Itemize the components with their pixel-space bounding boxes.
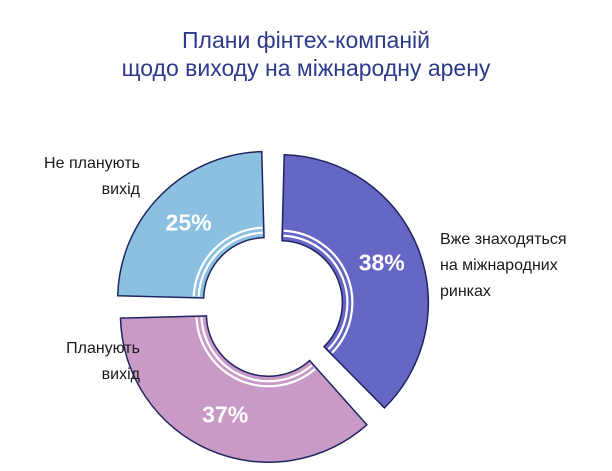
slice-inner-ring: [283, 234, 349, 351]
slice-category-label-line: Вже знаходяться: [440, 231, 566, 248]
slice-category-label-line: вихід: [102, 181, 141, 198]
slice-category-label-line: Не планують: [44, 155, 140, 172]
donut-slice: [119, 315, 368, 464]
slice-inner-ring: [197, 231, 263, 297]
slice-category-label: Вже знаходяться на міжнародних ринках: [440, 231, 566, 300]
slice-value-label: 25%: [166, 210, 212, 236]
slice-inner-ring: [195, 317, 316, 388]
slice-value-label: 37%: [202, 401, 248, 427]
chart-title-line-2: щодо виходу на міжнародну арену: [121, 55, 491, 81]
slice-category-label: Планують вихід: [66, 340, 141, 383]
slice-inner-ring: [200, 317, 313, 383]
chart-title-line-1: Плани фінтех-компаній: [182, 27, 430, 53]
donut-slice: [281, 153, 430, 409]
slice-value-label: 38%: [359, 250, 405, 276]
slice-category-label-line: на міжнародних: [440, 257, 558, 274]
slice-inner-ring: [192, 226, 263, 297]
percent-labels: 38% 37% 25%: [166, 210, 405, 428]
slice-inner-ring: [283, 229, 354, 354]
slice-category-label: Не планують вихід: [44, 155, 141, 198]
slice-category-label-line: ринках: [440, 283, 491, 300]
chart-title: Плани фінтех-компаній щодо виходу на між…: [0, 26, 612, 82]
category-labels: Вже знаходяться на міжнародних ринках Плану…: [44, 155, 566, 383]
donut-slices: [116, 150, 430, 464]
donut-slice: [116, 150, 265, 299]
slice-category-label-line: Планують: [66, 340, 140, 357]
slice-category-label-line: вихід: [102, 366, 141, 383]
